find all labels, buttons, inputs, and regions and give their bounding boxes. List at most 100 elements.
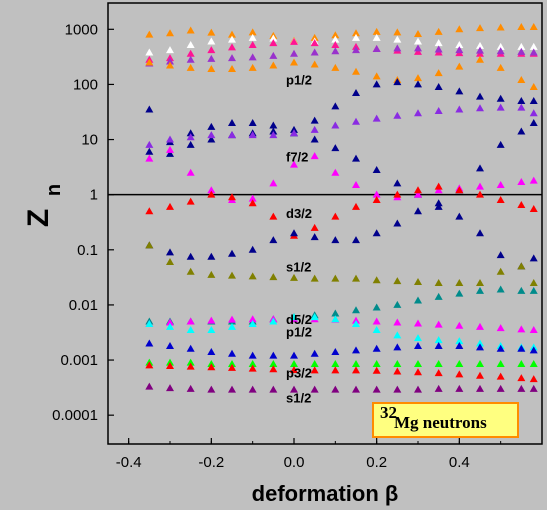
x-tick-label: 0.2: [366, 454, 387, 471]
data-point: [269, 351, 278, 359]
data-point: [455, 186, 464, 194]
data-point: [496, 103, 505, 111]
data-point: [434, 384, 443, 392]
data-point: [290, 49, 298, 57]
data-point: [186, 49, 195, 57]
data-point: [476, 371, 484, 379]
data-point: [434, 292, 443, 300]
data-point: [207, 326, 216, 334]
series-layer: [145, 23, 538, 393]
data-point: [290, 313, 298, 321]
legend: 32 Mg neutrons: [372, 402, 519, 438]
data-point: [248, 63, 257, 71]
data-point: [352, 88, 360, 96]
data-point: [517, 262, 526, 270]
data-point: [248, 194, 257, 202]
data-point: [517, 76, 526, 84]
data-point: [310, 223, 319, 231]
data-point: [393, 318, 402, 326]
y-axis-ticks: 1000 100 10 1 0.1 0.01 0.001 0.0001: [52, 21, 114, 424]
data-point: [517, 127, 526, 135]
data-point: [331, 212, 340, 220]
data-point: [517, 23, 526, 31]
data-point: [352, 180, 360, 188]
data-point: [186, 358, 195, 366]
data-point: [310, 48, 319, 56]
data-point: [529, 97, 538, 105]
data-point: [186, 26, 195, 34]
data-point: [269, 236, 278, 244]
data-point: [496, 42, 505, 50]
data-point: [310, 152, 319, 160]
data-point: [207, 252, 216, 260]
data-point: [228, 30, 236, 38]
data-point: [352, 274, 360, 282]
data-point: [248, 53, 257, 61]
data-point: [517, 47, 526, 55]
data-point: [166, 57, 174, 65]
data-point: [393, 331, 402, 339]
data-point: [372, 114, 381, 122]
data-point: [310, 125, 319, 133]
data-point: [248, 320, 257, 328]
data-point: [529, 109, 538, 117]
data-point: [393, 35, 402, 43]
data-point: [393, 78, 402, 86]
data-point: [496, 196, 505, 204]
data-point: [248, 272, 257, 280]
data-point: [496, 47, 505, 55]
data-point: [393, 359, 402, 367]
data-point: [290, 273, 298, 281]
data-point: [496, 94, 505, 102]
data-point: [145, 241, 154, 249]
data-point: [434, 320, 443, 328]
data-point: [434, 182, 443, 190]
data-point: [228, 349, 236, 357]
data-point: [269, 365, 278, 373]
data-point: [186, 267, 195, 275]
data-point: [290, 229, 298, 237]
data-point: [529, 326, 538, 334]
data-point: [352, 154, 360, 162]
data-point: [269, 317, 278, 325]
data-point: [517, 374, 526, 382]
data-point: [166, 318, 174, 326]
data-point: [529, 286, 538, 294]
data-point: [186, 129, 195, 137]
data-point: [269, 51, 278, 59]
data-point: [166, 258, 174, 266]
data-point: [372, 33, 381, 41]
data-point: [352, 67, 360, 75]
data-point: [269, 127, 278, 135]
data-point: [207, 46, 216, 54]
data-point: [414, 37, 422, 45]
data-point: [414, 334, 422, 342]
data-point: [455, 289, 464, 297]
data-point: [145, 48, 154, 56]
data-point: [455, 62, 464, 70]
data-point: [372, 80, 381, 88]
data-point: [145, 58, 154, 66]
y-tick-label: 1: [90, 187, 98, 204]
data-point: [207, 131, 216, 139]
data-point: [228, 249, 236, 257]
data-point: [310, 39, 319, 47]
data-point: [269, 121, 278, 129]
y-axis-title-subscript: n: [43, 184, 65, 196]
data-point: [372, 317, 381, 325]
data-point: [248, 199, 257, 207]
data-point: [455, 359, 464, 367]
data-point: [414, 80, 422, 88]
data-point: [455, 105, 464, 113]
data-point: [166, 341, 174, 349]
data-point: [166, 384, 174, 392]
data-point: [496, 180, 505, 188]
data-point: [414, 30, 422, 38]
data-point: [186, 362, 195, 370]
data-point: [269, 61, 278, 69]
data-point: [372, 190, 381, 198]
data-point: [269, 273, 278, 281]
x-tick-label: -0.2: [198, 454, 224, 471]
data-point: [455, 25, 464, 33]
data-point: [248, 315, 257, 323]
